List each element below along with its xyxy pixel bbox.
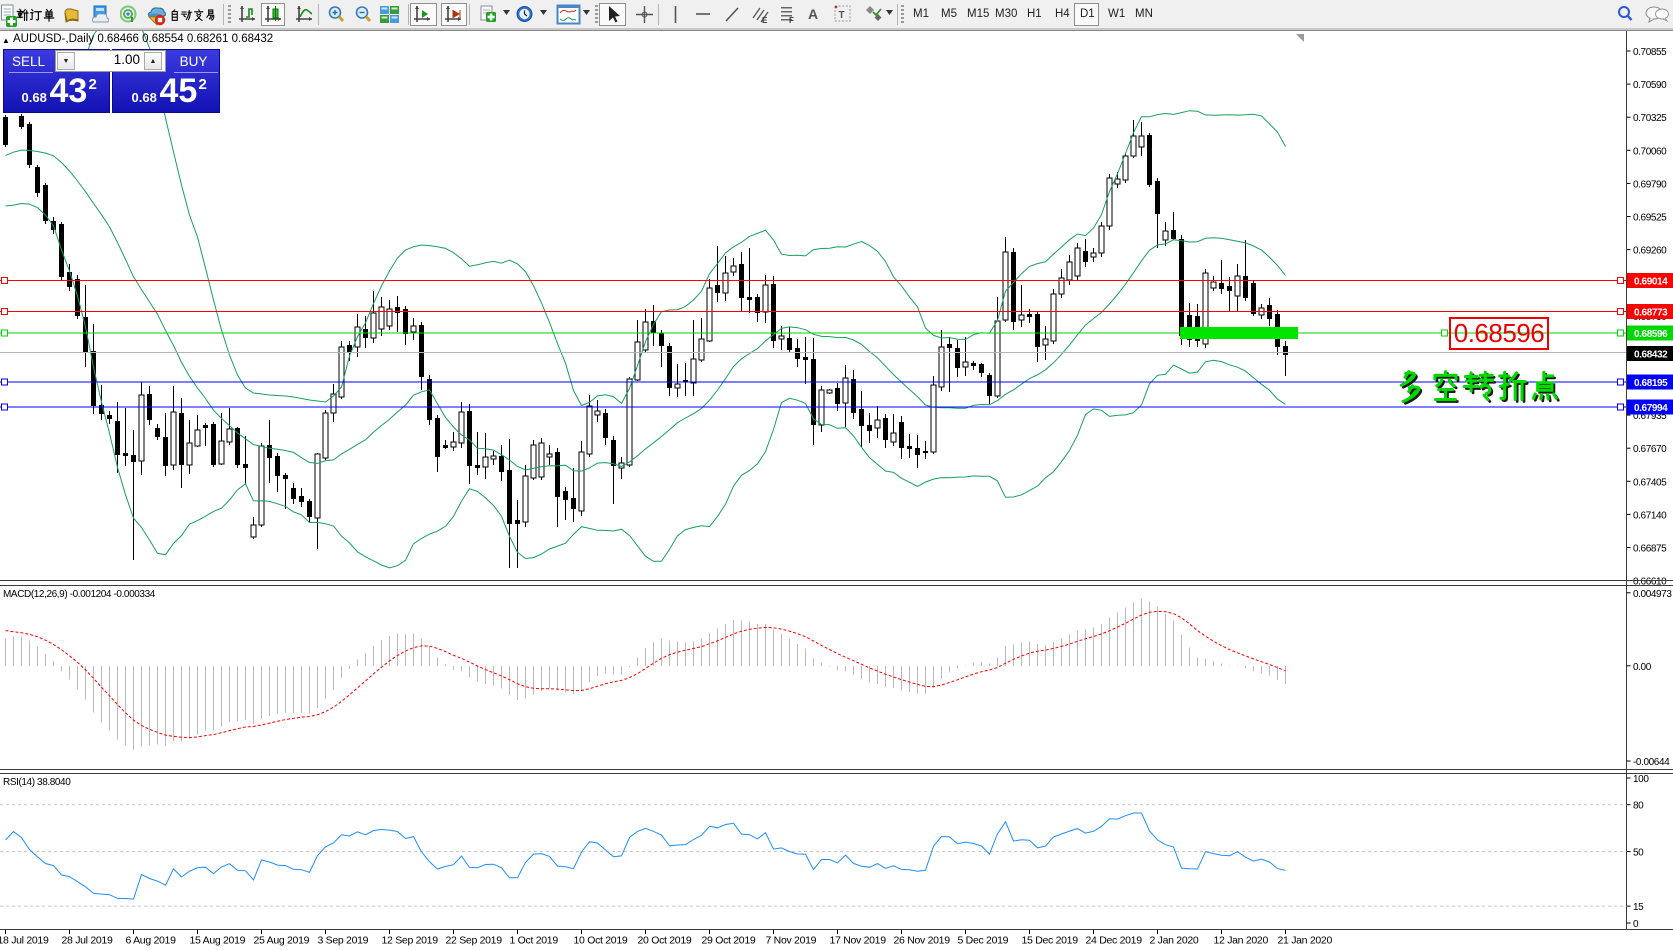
svg-text:0.66610: 0.66610: [1633, 577, 1667, 588]
svg-text:50: 50: [1633, 848, 1644, 859]
svg-text:22 Sep 2019: 22 Sep 2019: [446, 935, 503, 947]
svg-text:6 Aug 2019: 6 Aug 2019: [126, 935, 177, 947]
svg-text:80: 80: [1633, 801, 1644, 812]
svg-text:0.69525: 0.69525: [1633, 213, 1667, 224]
svg-text:2 Jan 2020: 2 Jan 2020: [1150, 935, 1199, 947]
svg-text:0.68195: 0.68195: [1634, 378, 1668, 389]
svg-text:25 Aug 2019: 25 Aug 2019: [254, 935, 310, 947]
svg-text:T: T: [839, 10, 845, 21]
svg-text:0.67405: 0.67405: [1633, 477, 1667, 488]
svg-text:0.67935: 0.67935: [1633, 411, 1667, 422]
svg-text:26 Nov 2019: 26 Nov 2019: [894, 935, 951, 947]
svg-text:0.00: 0.00: [1633, 662, 1652, 673]
svg-text:15 Aug 2019: 15 Aug 2019: [190, 935, 246, 947]
svg-text:0.69260: 0.69260: [1633, 246, 1667, 257]
svg-text:0.70590: 0.70590: [1633, 80, 1667, 91]
svg-text:RSI(14) 38.8040: RSI(14) 38.8040: [3, 777, 71, 788]
svg-text:E: E: [762, 16, 768, 24]
svg-text:0.67670: 0.67670: [1633, 444, 1667, 455]
svg-text:0.67140: 0.67140: [1633, 510, 1667, 521]
svg-text:15: 15: [1633, 902, 1644, 913]
svg-text:18 Jul 2019: 18 Jul 2019: [0, 935, 49, 947]
svg-text:0.70325: 0.70325: [1633, 113, 1667, 124]
svg-text:0.68596: 0.68596: [1634, 329, 1668, 340]
svg-text:12 Jan 2020: 12 Jan 2020: [1214, 935, 1269, 947]
svg-text:0.68773: 0.68773: [1634, 308, 1668, 319]
svg-text:3 Sep 2019: 3 Sep 2019: [318, 935, 369, 947]
svg-text:24 Dec 2019: 24 Dec 2019: [1086, 935, 1143, 947]
svg-text:12 Sep 2019: 12 Sep 2019: [382, 935, 439, 947]
svg-text:15 Dec 2019: 15 Dec 2019: [1022, 935, 1079, 947]
svg-text:28 Jul 2019: 28 Jul 2019: [62, 935, 113, 947]
svg-text:F: F: [789, 16, 794, 24]
svg-text:21 Jan 2020: 21 Jan 2020: [1278, 935, 1333, 947]
svg-text:10 Oct 2019: 10 Oct 2019: [574, 935, 628, 947]
svg-text:100: 100: [1633, 774, 1649, 785]
svg-text:7 Nov 2019: 7 Nov 2019: [766, 935, 817, 947]
svg-text:5 Dec 2019: 5 Dec 2019: [958, 935, 1009, 947]
svg-text:0.69790: 0.69790: [1633, 179, 1667, 190]
svg-text:0.68432: 0.68432: [1634, 350, 1668, 361]
svg-text:-0.00644: -0.00644: [1633, 757, 1670, 768]
svg-text:17 Nov 2019: 17 Nov 2019: [830, 935, 887, 947]
svg-text:0.69014: 0.69014: [1634, 277, 1668, 288]
svg-text:0.66875: 0.66875: [1633, 544, 1667, 555]
svg-text:0.70855: 0.70855: [1633, 47, 1667, 58]
svg-text:29 Oct 2019: 29 Oct 2019: [702, 935, 756, 947]
svg-text:0.67994: 0.67994: [1634, 403, 1668, 414]
svg-text:MACD(12,26,9) -0.001204 -0.000: MACD(12,26,9) -0.001204 -0.000334: [3, 589, 156, 600]
svg-text:20 Oct 2019: 20 Oct 2019: [638, 935, 692, 947]
svg-text:0: 0: [1633, 919, 1639, 930]
svg-text:1 Oct 2019: 1 Oct 2019: [510, 935, 559, 947]
svg-text:0.004973: 0.004973: [1633, 589, 1672, 600]
svg-text:0.70060: 0.70060: [1633, 146, 1667, 157]
